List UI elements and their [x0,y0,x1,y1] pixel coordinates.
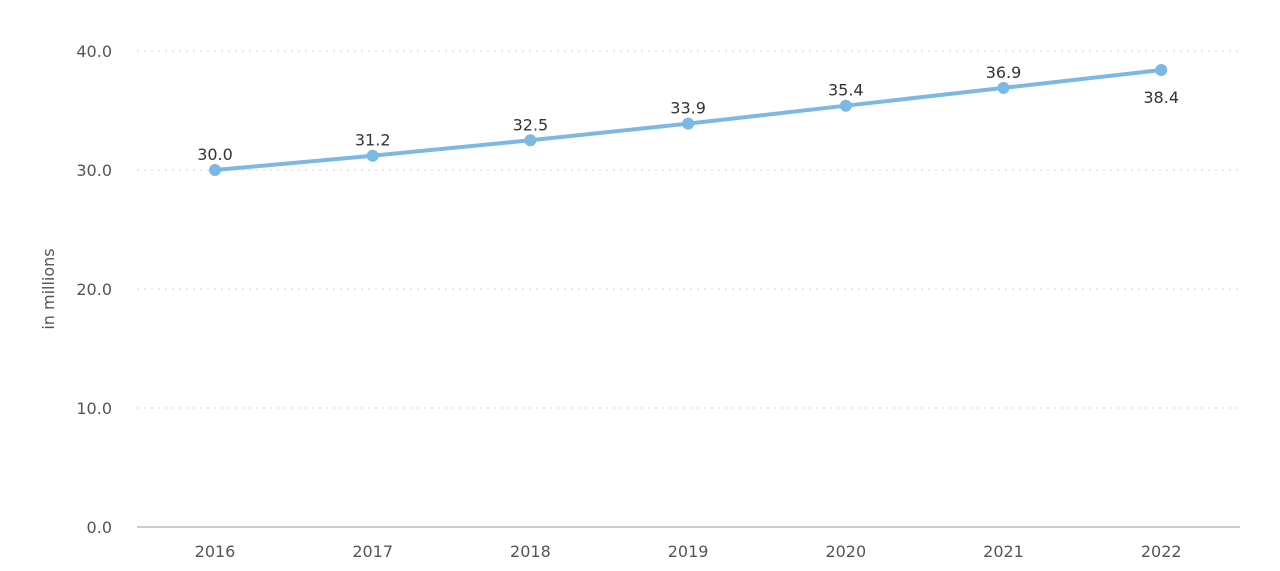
data-label: 31.2 [355,131,391,150]
x-tick-label: 2017 [352,542,393,561]
data-label: 33.9 [670,99,706,118]
data-point[interactable] [839,99,852,112]
x-axis: 2016 2017 2018 2019 2020 2021 2022 [137,526,1240,561]
x-tick-label: 2018 [510,542,551,561]
y-tick-label: 30.0 [76,161,112,180]
y-tick-label: 0.0 [87,518,112,537]
y-axis-title: in millions [39,248,58,329]
series [209,64,1168,176]
data-label: 32.5 [513,115,549,134]
data-label: 35.4 [828,81,864,100]
x-tick-label: 2020 [825,542,866,561]
data-point[interactable] [366,149,379,162]
y-tick-label: 20.0 [76,280,112,299]
data-point[interactable] [682,117,695,130]
x-tick-label: 2016 [195,542,236,561]
data-point[interactable] [1155,64,1168,77]
y-tick-label: 10.0 [76,399,112,418]
data-point[interactable] [524,134,537,147]
data-label: 30.0 [197,145,233,164]
x-tick-label: 2021 [983,542,1024,561]
data-point[interactable] [209,164,221,176]
x-tick-label: 2022 [1141,542,1182,561]
x-tick-label: 2019 [668,542,709,561]
data-point[interactable] [997,81,1010,94]
data-label: 36.9 [986,63,1022,82]
data-label: 38.4 [1143,88,1179,107]
data-labels: 30.0 31.2 32.5 33.9 35.4 36.9 38.4 [197,63,1179,164]
y-tick-label: 40.0 [76,42,112,61]
y-axis: 0.0 10.0 20.0 30.0 40.0 [76,42,112,537]
gridlines [137,50,1240,409]
